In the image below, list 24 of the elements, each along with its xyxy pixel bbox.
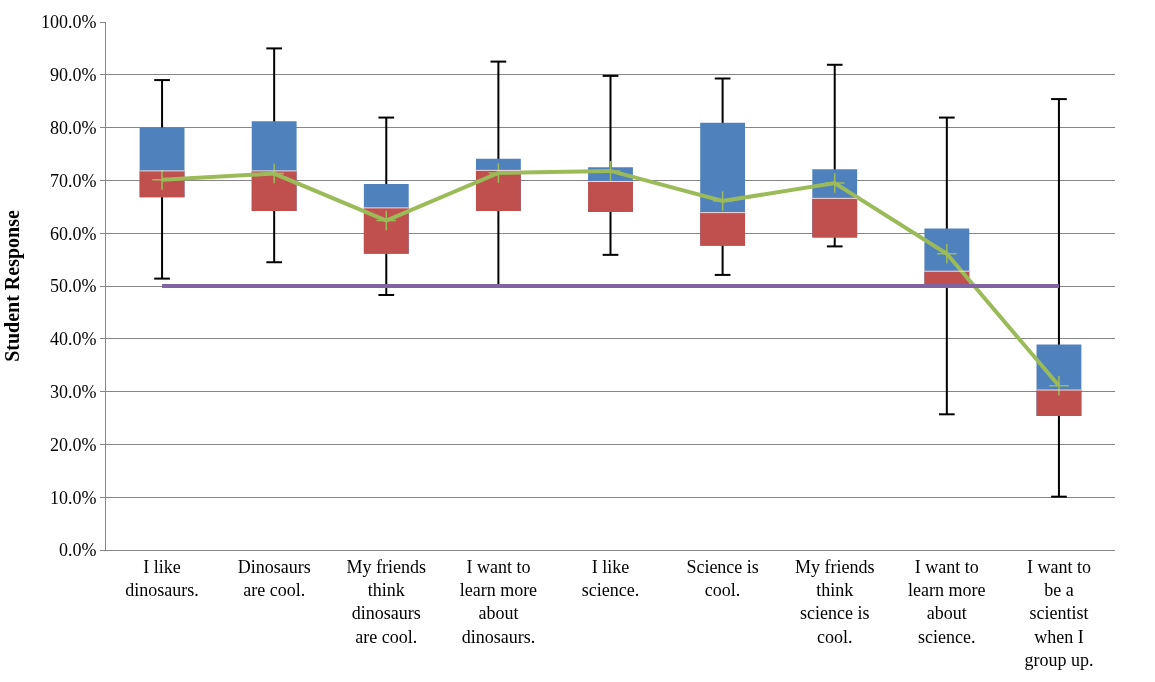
point bbox=[824, 172, 846, 194]
y-tick-label: 20.0% bbox=[49, 434, 97, 455]
y-tick-label: 50.0% bbox=[49, 276, 97, 297]
x-tick-label: I want to learn more about science. bbox=[908, 556, 986, 647]
y-tick-label: 70.0% bbox=[49, 170, 97, 191]
y-tick-label: 80.0% bbox=[49, 117, 97, 138]
x-tick-label: My friends think science is cool. bbox=[794, 556, 875, 647]
x-tick-label: My friends think dinosaurs are cool. bbox=[346, 556, 427, 647]
x-tick-label: I like science. bbox=[581, 556, 640, 600]
y-tick-label: 90.0% bbox=[49, 65, 97, 86]
y-axis-title: Student Response bbox=[1, 210, 25, 362]
y-tick-label: 30.0% bbox=[49, 381, 97, 402]
x-tick-label: I like dinosaurs. bbox=[125, 556, 199, 600]
y-tick-label: 10.0% bbox=[49, 487, 97, 508]
y-tick-label: 0.0% bbox=[58, 540, 97, 561]
y-tick-label: 100.0% bbox=[40, 12, 97, 33]
bar bbox=[700, 212, 746, 246]
point bbox=[712, 190, 734, 212]
x-tick-label: Dinosaurs are cool. bbox=[237, 556, 311, 600]
y-tick-label: 60.0% bbox=[49, 223, 97, 244]
x-tick-label: I want to learn more about dinosaurs. bbox=[459, 556, 538, 647]
x-tick-label: Science is cool. bbox=[686, 556, 759, 600]
x-tick-label: I want to be a scientist when I group up. bbox=[1024, 556, 1094, 671]
y-tick-label: 40.0% bbox=[49, 329, 97, 350]
